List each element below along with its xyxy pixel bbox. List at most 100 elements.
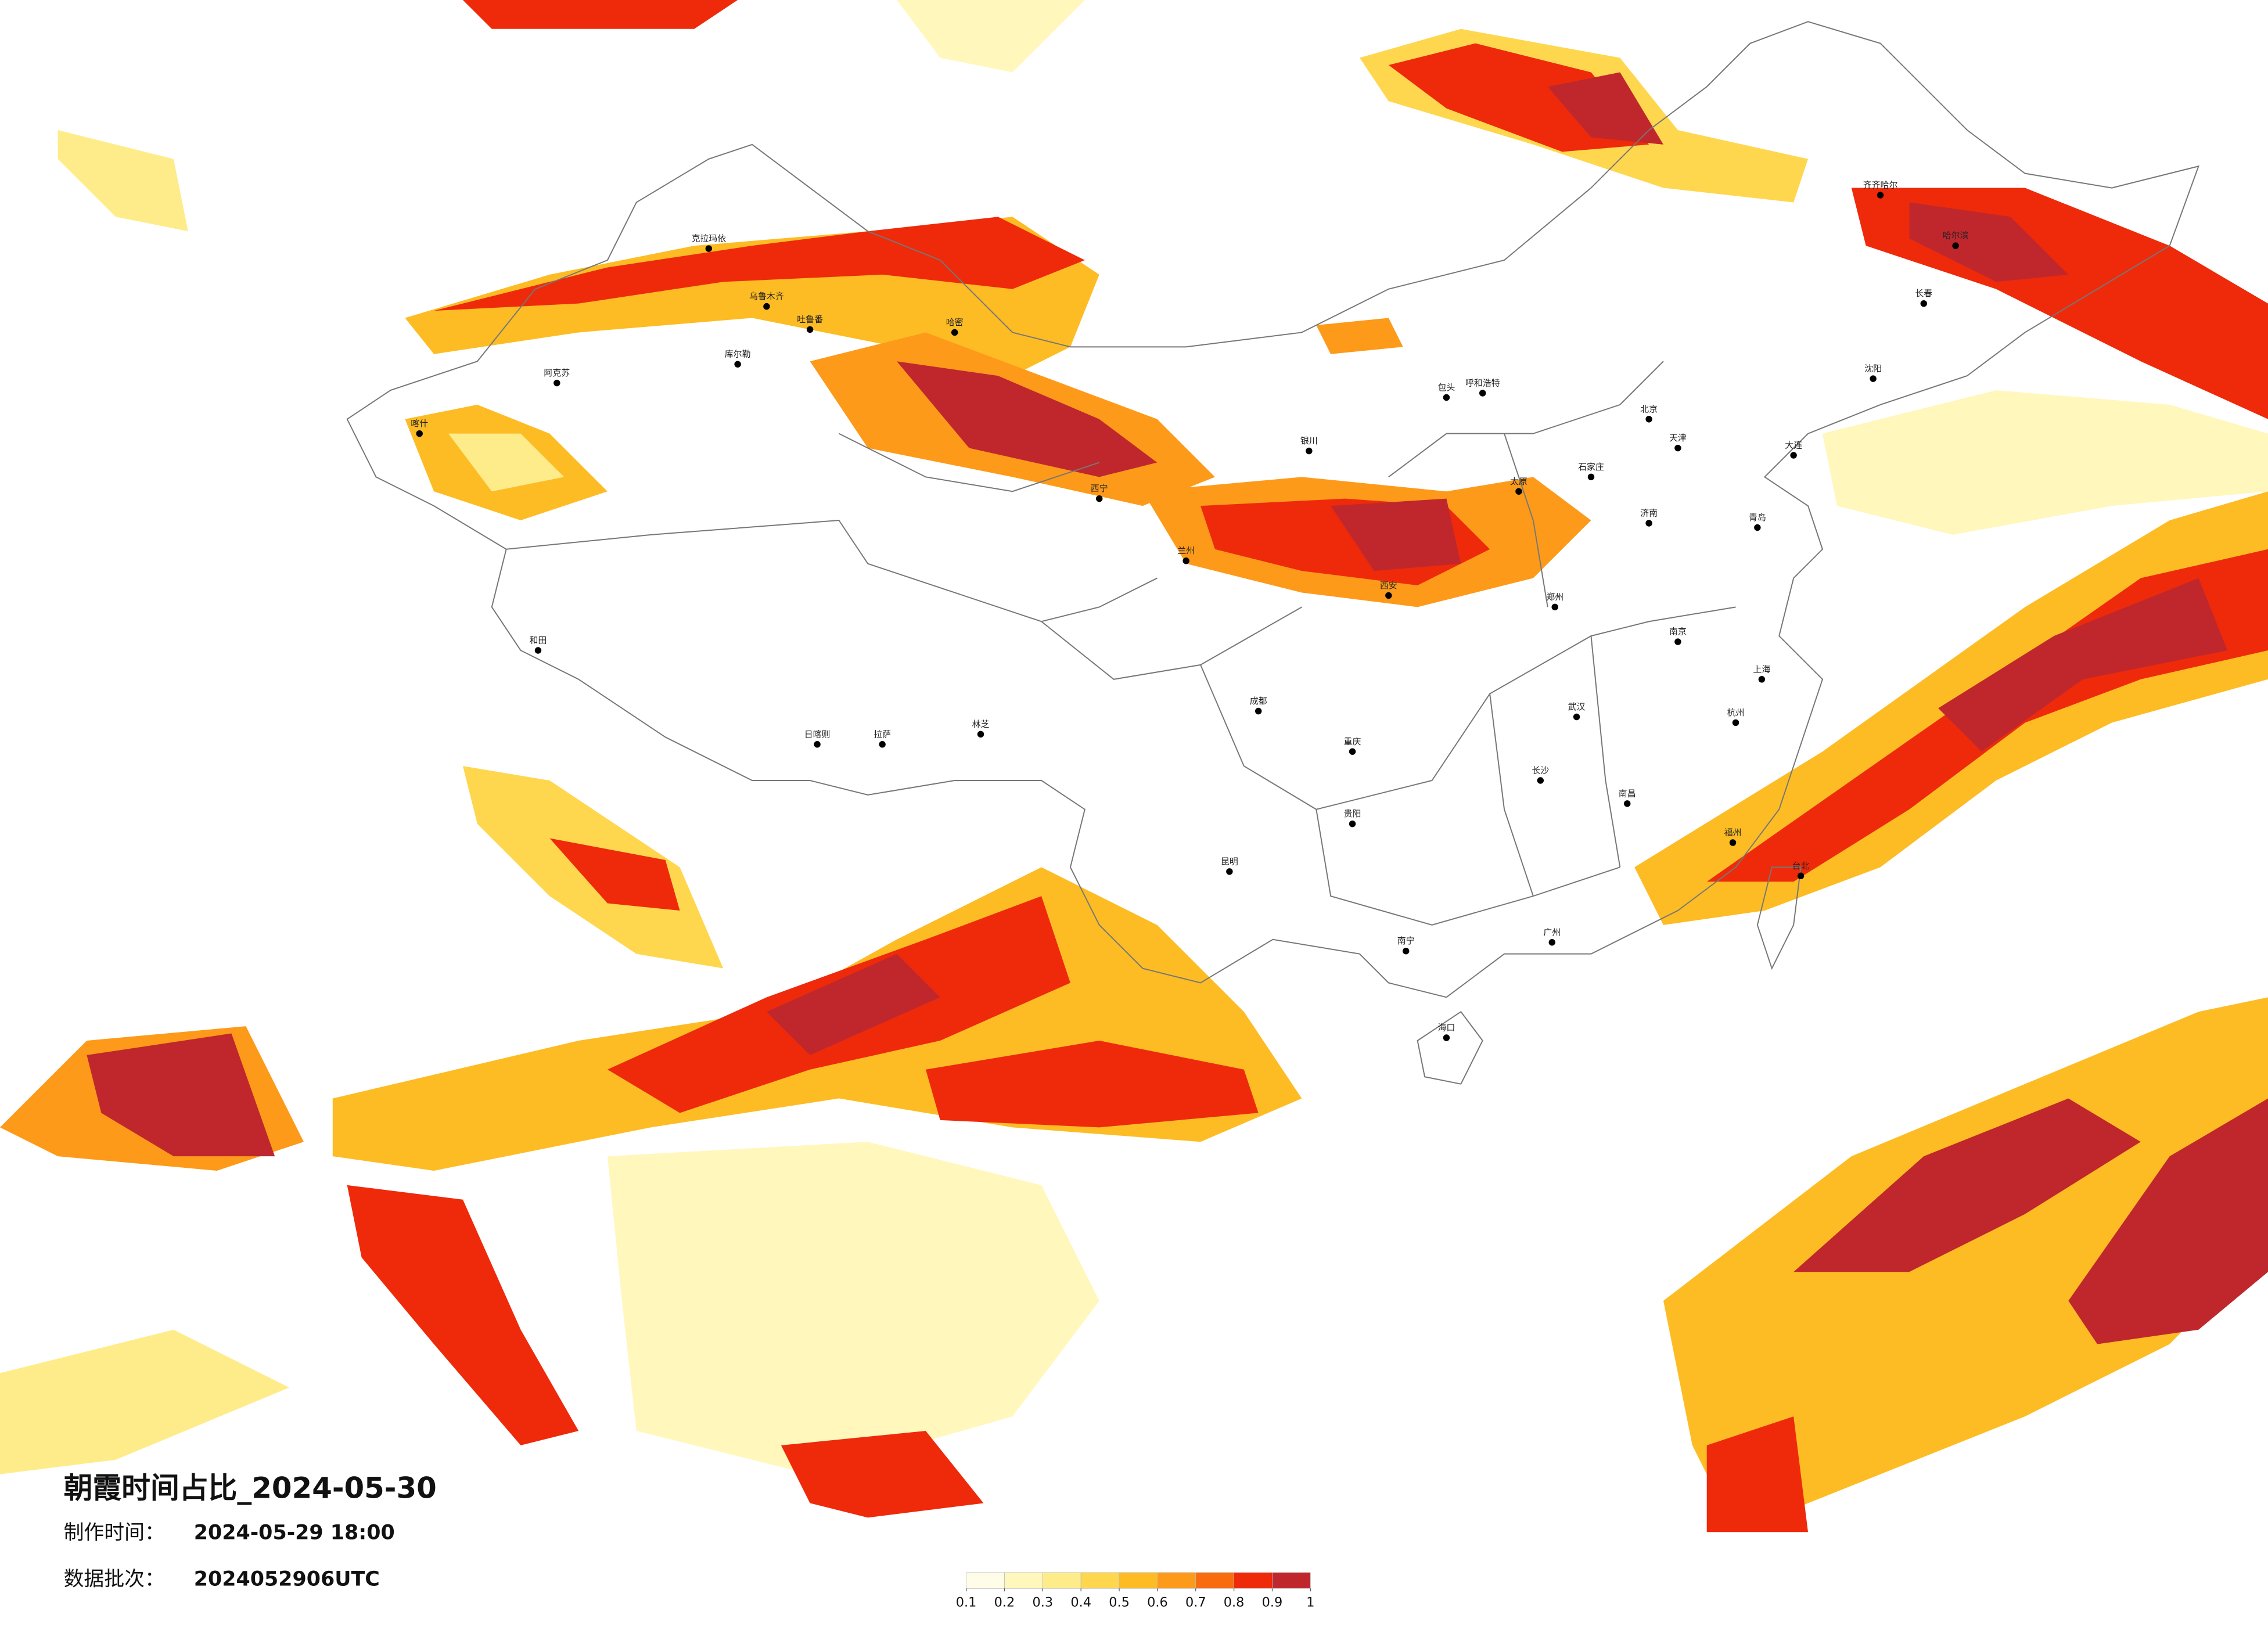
cloud-area xyxy=(434,217,1085,311)
cloud-layer xyxy=(0,0,2268,1533)
city-label: 石家庄 xyxy=(1578,462,1604,472)
city-dot xyxy=(734,361,741,368)
cloud-area xyxy=(925,1041,1259,1128)
cloud-area xyxy=(347,1185,579,1445)
city-label: 济南 xyxy=(1640,508,1658,519)
city-dot xyxy=(1548,939,1555,946)
city-dot xyxy=(1096,495,1103,502)
city-dot xyxy=(1515,488,1522,495)
city-dot xyxy=(1674,444,1681,452)
made-label: 制作时间： xyxy=(64,1521,165,1545)
city-label: 西安 xyxy=(1380,580,1397,591)
city-label: 包头 xyxy=(1437,382,1455,393)
cloud-area xyxy=(549,838,680,911)
city-label: 天津 xyxy=(1669,433,1687,443)
city-label: 呼和浩特 xyxy=(1465,378,1500,388)
cloud-area xyxy=(1909,202,2069,282)
city-label: 乌鲁木齐 xyxy=(749,291,784,301)
city-dot xyxy=(977,731,984,738)
city-label: 长沙 xyxy=(1532,765,1549,776)
city-dot xyxy=(1402,947,1410,955)
city-label: 长春 xyxy=(1915,288,1932,298)
city-dot xyxy=(1587,473,1595,481)
cloud-area xyxy=(897,0,1085,73)
city-label: 贵阳 xyxy=(1344,808,1361,819)
city-label: 齐齐哈尔 xyxy=(1863,180,1898,190)
border-layer xyxy=(346,21,2200,1085)
cloud-area xyxy=(2068,1098,2268,1344)
city-label: 阿克苏 xyxy=(544,368,570,378)
made-time: 2024-05-29 18:00 xyxy=(194,1521,395,1545)
city-dot xyxy=(1754,524,1761,531)
legend-tick-label: 0.9 xyxy=(1262,1595,1283,1610)
city-label: 拉萨 xyxy=(874,729,891,739)
city-label: 日喀则 xyxy=(804,729,831,739)
cloud-area xyxy=(897,361,1158,477)
cloud-area xyxy=(448,433,565,492)
legend-tick-label: 0.6 xyxy=(1147,1595,1168,1610)
legend-tick-label: 0.8 xyxy=(1224,1595,1245,1610)
city-dot xyxy=(879,741,886,748)
legend-swatch xyxy=(1195,1572,1234,1589)
city-dot xyxy=(1182,557,1189,564)
batch-label: 数据批次： xyxy=(64,1567,165,1591)
legend: 0.1 0.2 0.3 0.4 0.5 0.6 0.7 0.8 0.9 1 xyxy=(956,1572,1314,1610)
city-label: 武汉 xyxy=(1568,702,1586,712)
city-dot xyxy=(534,647,542,654)
map-title: 朝霞时间占比_2024-05-30 xyxy=(64,1472,437,1505)
city-label: 南京 xyxy=(1669,627,1687,637)
country-border xyxy=(346,21,2200,998)
cloud-area xyxy=(1547,72,1663,145)
caption: 朝霞时间占比_2024-05-30 制作时间： 2024-05-29 18:00… xyxy=(64,1472,437,1591)
city-label: 克拉玛依 xyxy=(691,233,726,244)
city-dot xyxy=(1797,872,1805,879)
city-dot xyxy=(1349,820,1356,828)
legend-tick-label: 0.3 xyxy=(1033,1595,1054,1610)
city-label: 北京 xyxy=(1640,404,1658,414)
city-dot xyxy=(1443,394,1450,401)
city-label: 林芝 xyxy=(972,719,990,729)
city-dot xyxy=(1870,375,1877,382)
city-dot xyxy=(806,326,814,333)
legend-tick-label: 0.5 xyxy=(1109,1595,1130,1610)
city-dot xyxy=(1349,748,1356,755)
legend-tick-label: 1 xyxy=(1306,1595,1314,1610)
island-border xyxy=(1417,1010,1483,1085)
island-border xyxy=(1756,866,1802,970)
city-label: 重庆 xyxy=(1344,736,1361,747)
legend-swatch xyxy=(1004,1572,1043,1589)
city-dot xyxy=(1790,452,1797,459)
city-label: 南宁 xyxy=(1397,936,1415,946)
city-dot xyxy=(1551,603,1558,611)
legend-tick-label: 0.4 xyxy=(1070,1595,1091,1610)
city-label: 海口 xyxy=(1437,1023,1455,1033)
city-label: 台北 xyxy=(1792,861,1810,871)
city-label: 福州 xyxy=(1724,828,1742,838)
cloud-area xyxy=(57,130,188,232)
cloud-area xyxy=(781,1431,984,1518)
legend-swatch xyxy=(1080,1572,1120,1589)
batch: 2024052906UTC xyxy=(194,1567,380,1591)
cloud-area xyxy=(0,1329,290,1474)
province-border xyxy=(506,361,1736,926)
legend-tick-label: 0.7 xyxy=(1185,1595,1206,1610)
city-label: 吐鲁番 xyxy=(797,314,823,325)
city-dot xyxy=(1226,868,1233,875)
legend-tick-label: 0.1 xyxy=(956,1595,977,1610)
city-label: 杭州 xyxy=(1727,707,1745,718)
city-label: 太原 xyxy=(1510,476,1527,487)
city-dot xyxy=(1573,713,1580,721)
legend-swatch xyxy=(1272,1572,1311,1589)
city-label: 库尔勒 xyxy=(725,349,751,359)
city-label: 哈尔滨 xyxy=(1943,231,1969,241)
city-label: 沈阳 xyxy=(1864,364,1882,374)
city-dot xyxy=(1729,839,1737,846)
city-label: 郑州 xyxy=(1546,592,1563,602)
city-label: 西宁 xyxy=(1091,483,1108,494)
legend-swatch xyxy=(966,1572,1005,1589)
cloud-area xyxy=(1822,390,2268,535)
legend-swatch xyxy=(1042,1572,1081,1589)
